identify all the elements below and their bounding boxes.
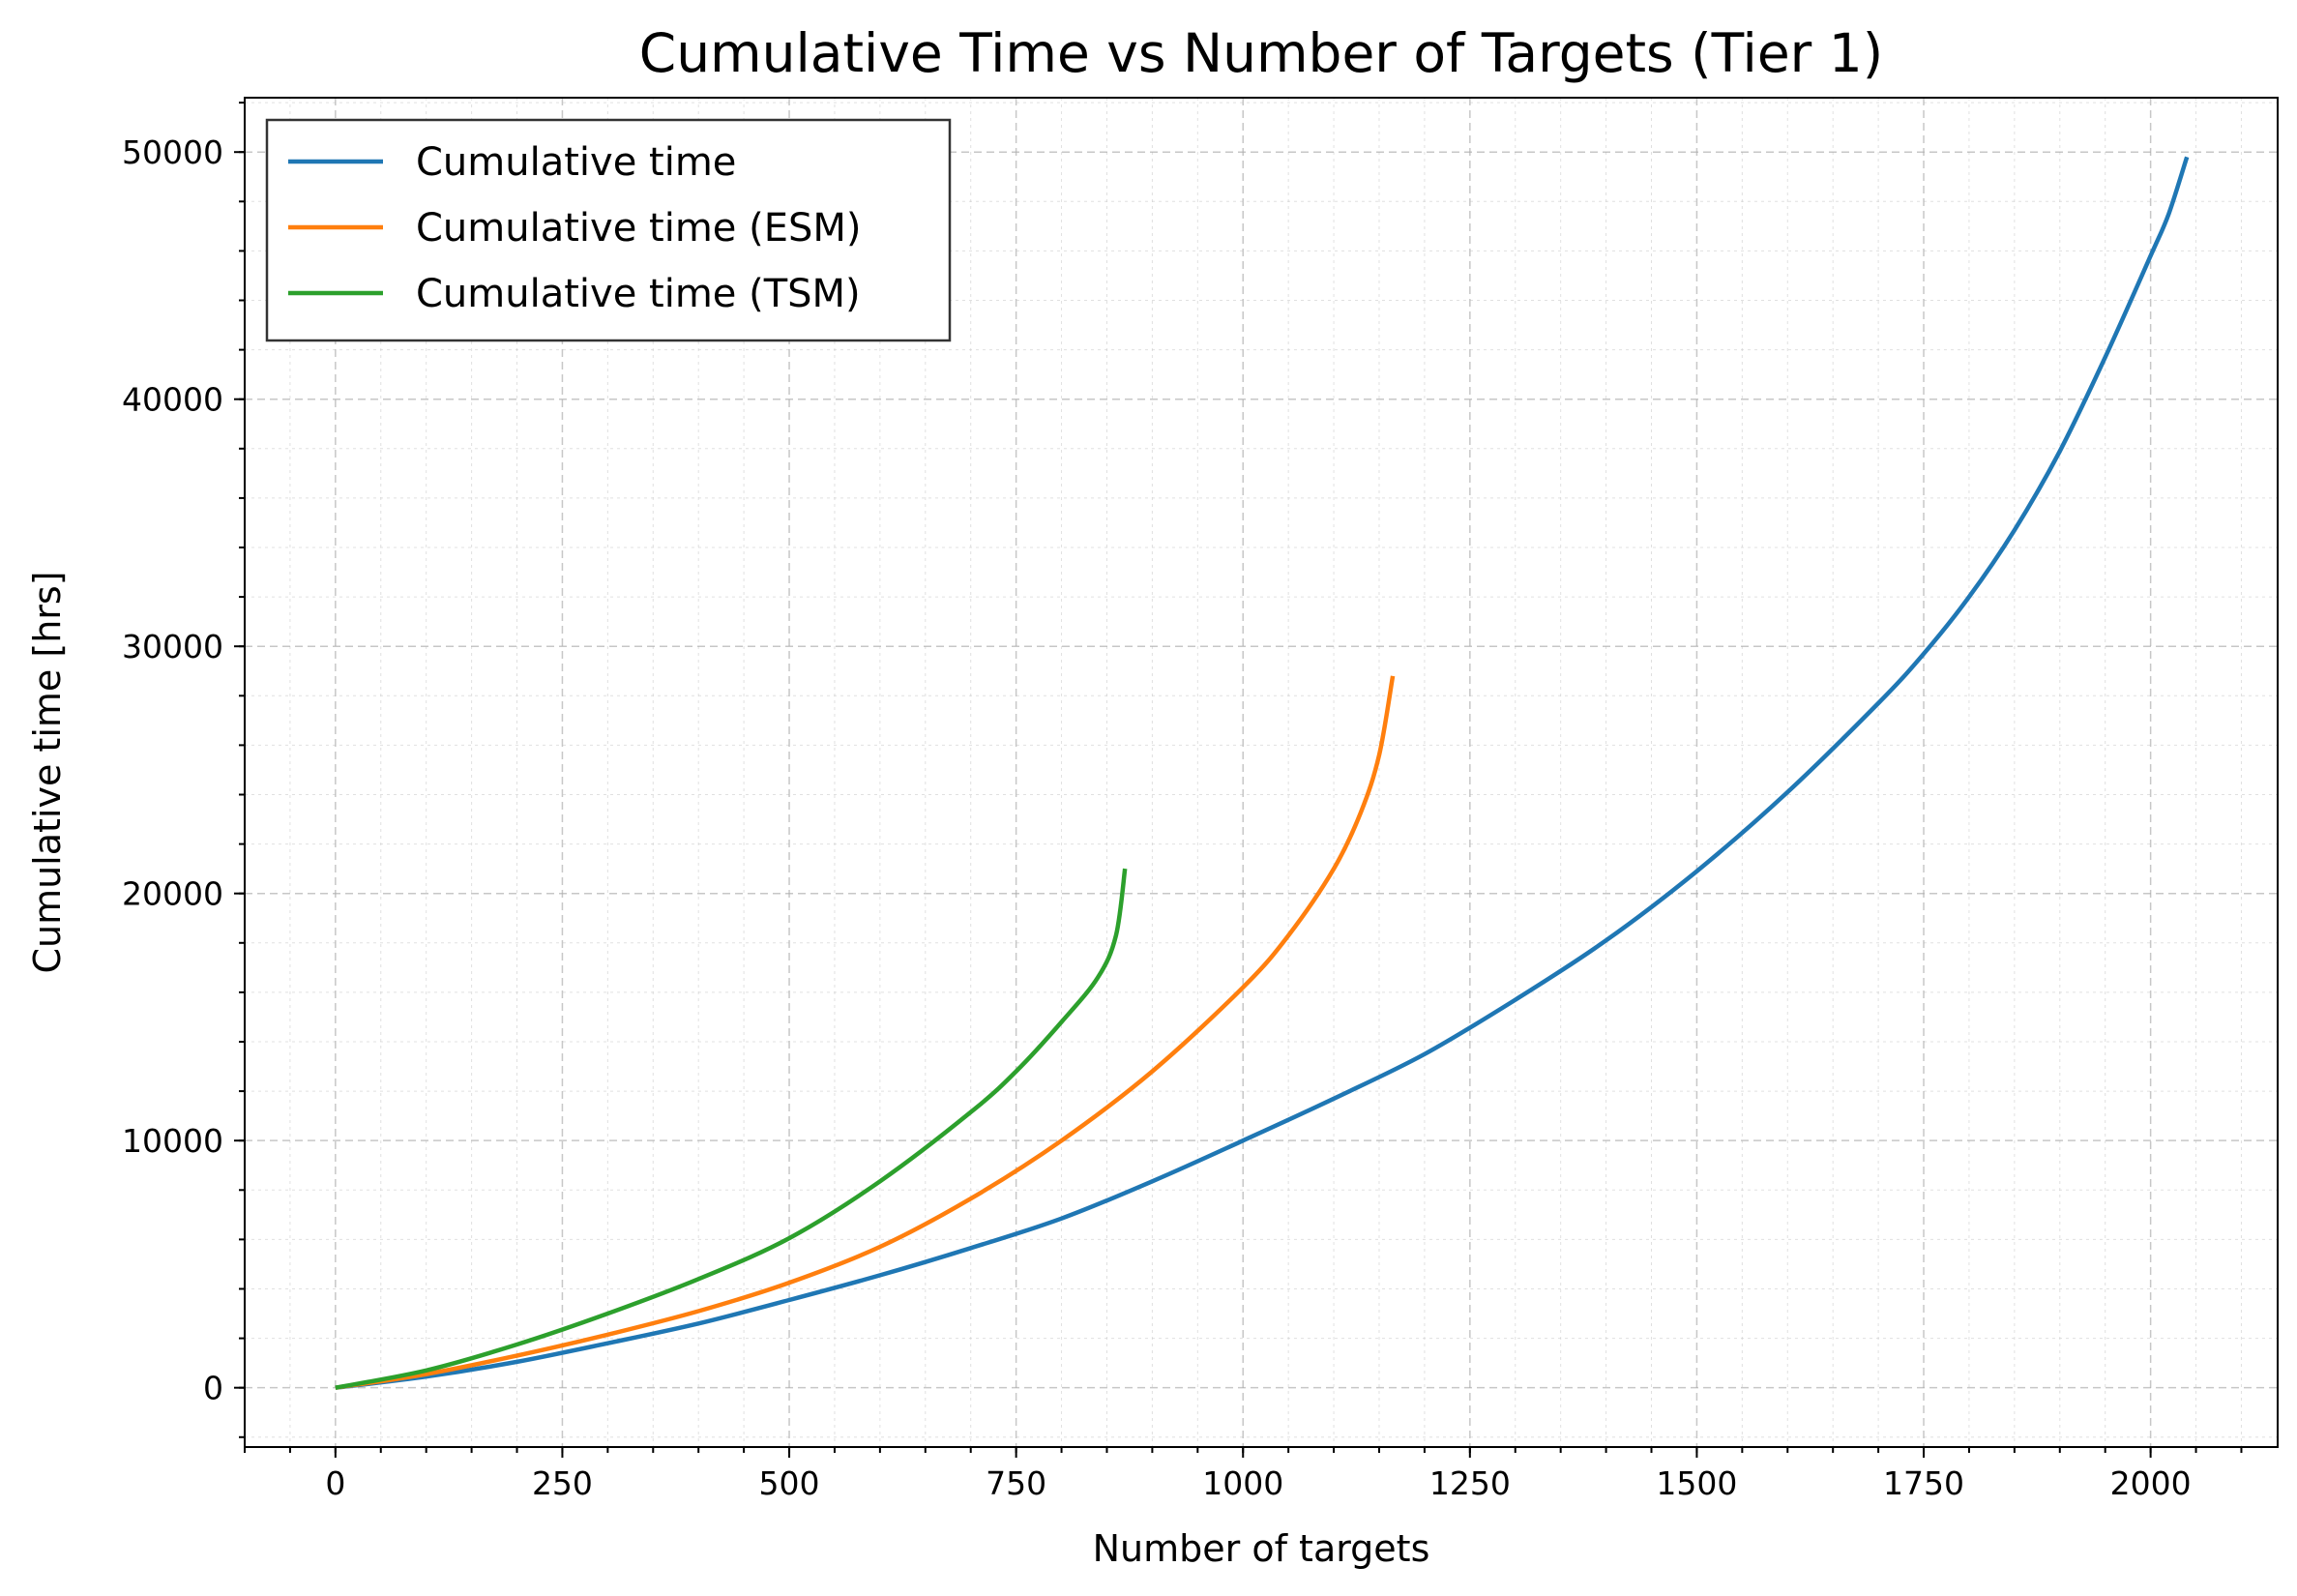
plot-frame — [244, 97, 2279, 1448]
x-tick-label: 2000 — [2110, 1464, 2192, 1502]
major-grid — [245, 98, 2278, 1447]
y-axis-label: Cumulative time [hrs] — [26, 571, 69, 973]
y-tick-label: 40000 — [122, 381, 223, 419]
series-line-cumulative-time-esm — [335, 675, 1396, 1390]
x-axis-label: Number of targets — [1093, 1527, 1430, 1570]
y-tick-label: 20000 — [122, 875, 223, 913]
x-tick-label: 1000 — [1202, 1464, 1283, 1502]
x-tick-label: 1750 — [1883, 1464, 1964, 1502]
x-tick-label: 1500 — [1656, 1464, 1737, 1502]
legend: Cumulative time Cumulative time (ESM) Cu… — [265, 118, 952, 342]
y-tick-label: 50000 — [122, 133, 223, 171]
tick-labels: 0 250 500 750 1000 1250 1500 1750 20000100002000… — [122, 133, 2192, 1502]
legend-label-cumulative-time-esm: Cumulative time (ESM) — [416, 206, 862, 251]
chart-title: Cumulative Time vs Number of Targets (Ti… — [639, 22, 1883, 84]
series-line-cumulative-time-tsm — [335, 868, 1128, 1390]
y-tick-label: 10000 — [122, 1122, 223, 1160]
x-tick-label: 1250 — [1429, 1464, 1511, 1502]
series-line-cumulative-time — [335, 156, 2190, 1390]
y-tick-label: 0 — [203, 1370, 223, 1407]
x-tick-label: 0 — [325, 1464, 345, 1502]
x-tick-label: 250 — [532, 1464, 593, 1502]
series-layer — [335, 156, 2190, 1390]
legend-box — [265, 118, 952, 342]
legend-label-cumulative-time: Cumulative time — [416, 140, 736, 185]
x-tick-label: 500 — [759, 1464, 820, 1502]
axis-ticks — [234, 102, 2243, 1458]
legend-label-cumulative-time-tsm: Cumulative time (TSM) — [416, 272, 861, 316]
y-tick-label: 30000 — [122, 628, 223, 665]
x-tick-label: 750 — [986, 1464, 1046, 1502]
